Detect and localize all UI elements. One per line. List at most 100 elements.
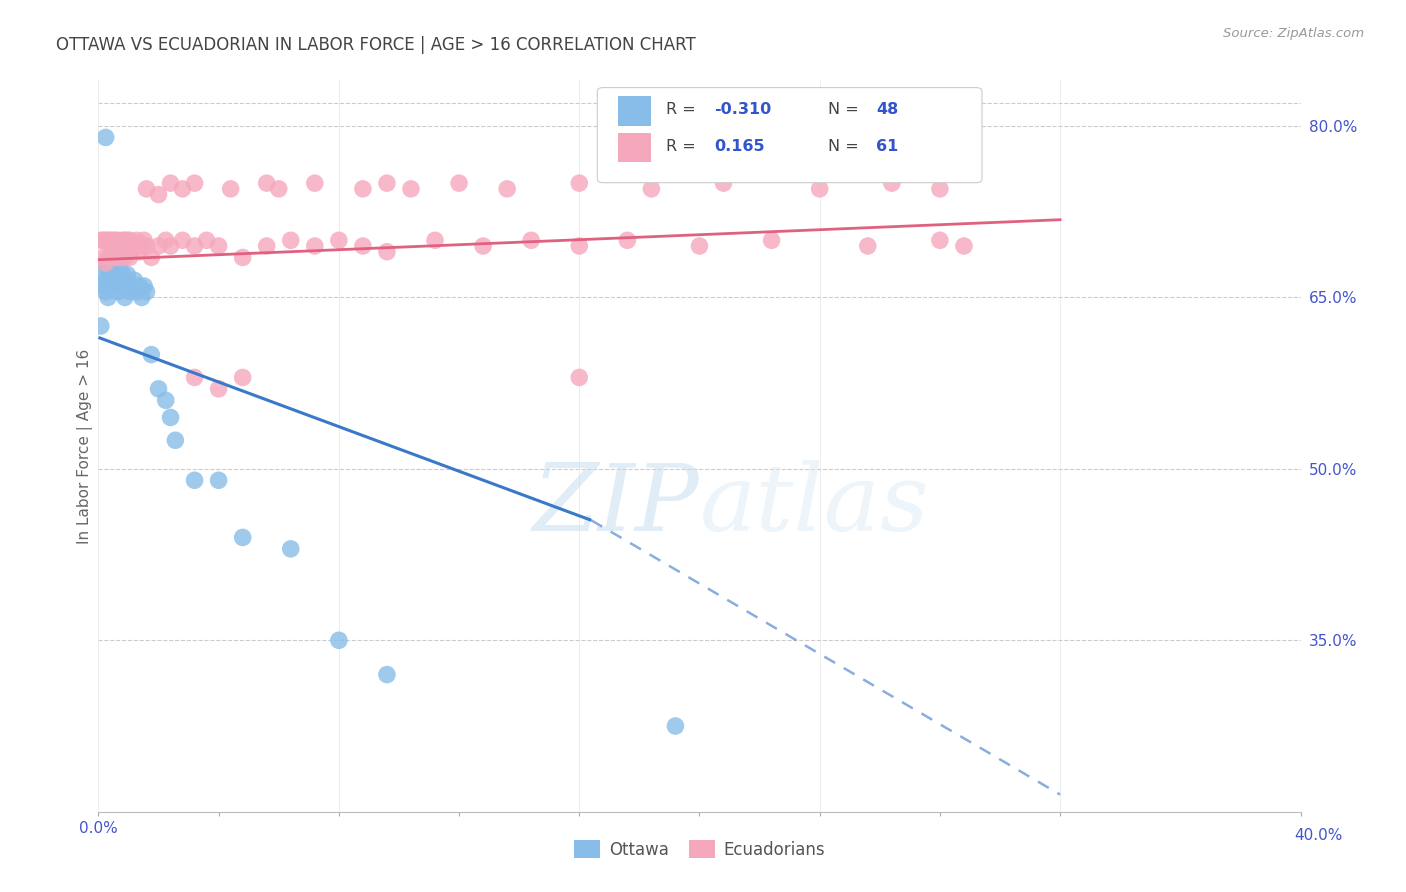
Point [101, 279, 124, 293]
Point [118, 251, 141, 265]
Text: atlas: atlas [700, 459, 929, 549]
Point [953, 239, 976, 253]
Point [328, 633, 350, 648]
Point [121, 244, 143, 259]
Point [117, 279, 139, 293]
Point [114, 273, 136, 287]
Point [148, 187, 170, 202]
Point [100, 256, 122, 270]
Point [125, 233, 148, 247]
Text: N =: N = [828, 138, 865, 153]
Point [928, 233, 950, 247]
Point [568, 370, 591, 384]
FancyBboxPatch shape [598, 87, 981, 183]
Point [280, 541, 302, 556]
Bar [617, 133, 651, 162]
Point [232, 530, 254, 544]
Point [101, 233, 124, 247]
Text: -0.310: -0.310 [714, 102, 770, 117]
Point [141, 347, 163, 362]
Point [256, 176, 278, 190]
Point [128, 244, 150, 259]
Point [107, 285, 129, 299]
Point [117, 233, 139, 247]
Point [195, 233, 218, 247]
Point [97, 290, 120, 304]
Point [100, 233, 122, 247]
Point [97, 279, 120, 293]
Point [352, 182, 374, 196]
Text: OTTAWA VS ECUADORIAN IN LABOR FORCE | AGE > 16 CORRELATION CHART: OTTAWA VS ECUADORIAN IN LABOR FORCE | AG… [56, 36, 696, 54]
Point [328, 233, 350, 247]
Point [568, 239, 591, 253]
Point [447, 176, 470, 190]
Point [108, 261, 131, 276]
Point [108, 279, 131, 293]
Point [689, 239, 711, 253]
Point [111, 239, 134, 253]
Point [148, 239, 170, 253]
Point [568, 176, 591, 190]
Point [94, 273, 117, 287]
Point [640, 182, 662, 196]
Point [104, 256, 127, 270]
Point [111, 233, 134, 247]
Point [375, 667, 398, 681]
Point [399, 182, 422, 196]
Point [423, 233, 446, 247]
Point [155, 233, 177, 247]
Point [232, 370, 254, 384]
Point [117, 244, 139, 259]
Point [90, 233, 112, 247]
Point [172, 182, 194, 196]
Point [101, 251, 124, 265]
Point [91, 233, 114, 247]
Point [267, 182, 290, 196]
Point [91, 279, 114, 293]
Point [94, 256, 117, 270]
Point [121, 279, 143, 293]
Point [304, 239, 326, 253]
Point [761, 233, 783, 247]
Point [91, 268, 114, 282]
Point [496, 182, 519, 196]
Point [664, 719, 686, 733]
Point [107, 251, 129, 265]
Text: N =: N = [828, 102, 865, 117]
Point [108, 244, 131, 259]
Point [183, 370, 205, 384]
Point [124, 273, 146, 287]
Point [114, 290, 136, 304]
Point [104, 233, 127, 247]
Point [101, 268, 124, 282]
Point [97, 233, 120, 247]
Point [114, 251, 136, 265]
Point [111, 279, 134, 293]
Point [159, 410, 181, 425]
Text: 61: 61 [876, 138, 898, 153]
Point [141, 251, 163, 265]
Point [104, 273, 127, 287]
Point [100, 273, 122, 287]
Point [128, 279, 150, 293]
Point [131, 290, 153, 304]
Point [118, 233, 141, 247]
Point [713, 176, 735, 190]
Point [111, 268, 134, 282]
Text: ZIP: ZIP [533, 459, 700, 549]
Point [107, 233, 129, 247]
Point [155, 393, 177, 408]
Point [148, 382, 170, 396]
Point [472, 239, 495, 253]
Point [132, 279, 155, 293]
Point [135, 182, 157, 196]
Legend: Ottawa, Ecuadorians: Ottawa, Ecuadorians [567, 833, 832, 865]
Point [352, 239, 374, 253]
Point [107, 268, 129, 282]
Text: 40.0%: 40.0% [1295, 828, 1343, 843]
Point [135, 285, 157, 299]
Point [208, 473, 231, 487]
Y-axis label: In Labor Force | Age > 16: In Labor Force | Age > 16 [77, 349, 93, 543]
Point [183, 473, 205, 487]
Point [97, 261, 120, 276]
